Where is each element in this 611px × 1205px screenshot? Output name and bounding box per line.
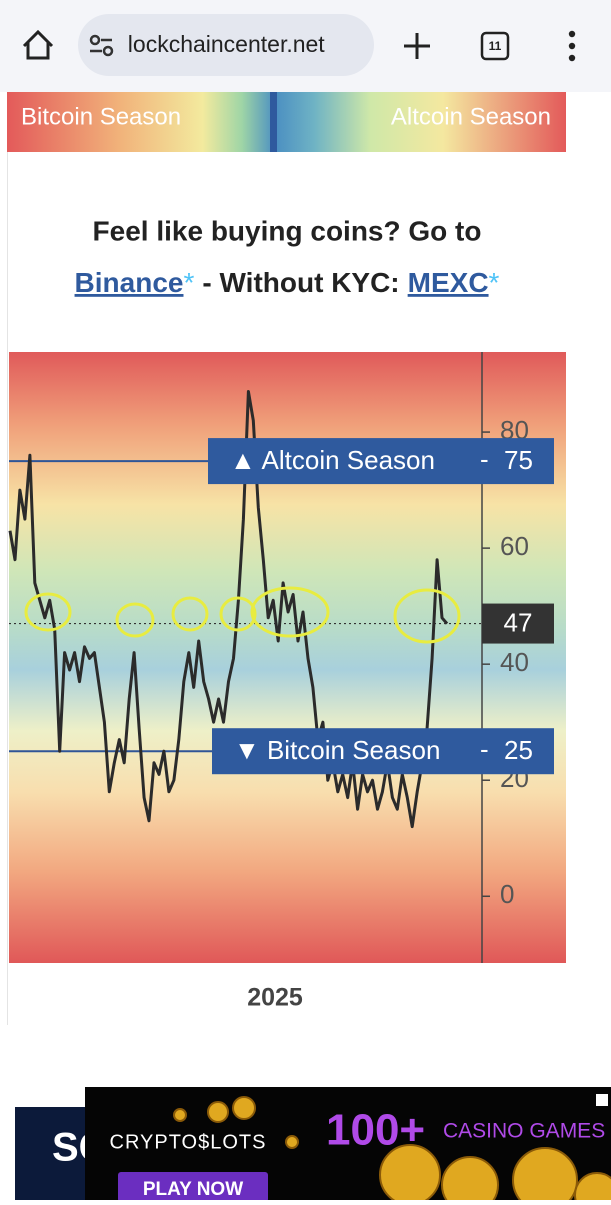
threshold-box <box>212 728 554 775</box>
x-axis-label: 2025 <box>247 984 303 1012</box>
threshold-label: ▲ Altcoin Season <box>230 445 435 475</box>
star: * <box>183 267 194 298</box>
current-value: 47 <box>504 607 533 637</box>
home-button[interactable] <box>22 29 54 60</box>
tab-switcher[interactable] <box>480 31 510 61</box>
url-bar[interactable] <box>78 14 374 76</box>
banner-right: Altcoin Season <box>391 103 551 130</box>
promo-middle: - Without KYC: <box>202 267 399 298</box>
ad-brand: CRYPTO$LOTS <box>110 1131 267 1153</box>
site-info-icon[interactable] <box>89 34 114 57</box>
banner-marker <box>270 92 277 152</box>
ad-games: CASINO GAMES <box>443 1120 605 1143</box>
threshold-separator: - <box>480 734 489 764</box>
scribble <box>393 588 461 644</box>
banner-left: Bitcoin Season <box>21 103 181 130</box>
scribble <box>115 602 155 638</box>
coins <box>173 1096 611 1205</box>
binance-link[interactable]: Binance <box>75 267 184 298</box>
tab-count: 11 <box>489 39 502 53</box>
scribble <box>250 586 330 638</box>
current-box <box>482 603 554 644</box>
ad-close[interactable] <box>596 1094 608 1106</box>
scribble <box>171 596 209 632</box>
promo-links: Binance* - Without KYC: MEXC* <box>75 267 500 298</box>
threshold-label: ▼ Bitcoin Season <box>234 735 440 765</box>
menu-button[interactable] <box>568 30 576 62</box>
new-tab-button[interactable] <box>404 33 430 59</box>
y-tick-label: 40 <box>500 647 529 677</box>
threshold-value: 25 <box>504 735 533 765</box>
season-banner <box>7 92 566 152</box>
play-now-text: PLAY NOW <box>143 1179 243 1200</box>
threshold-separator: - <box>480 444 489 474</box>
side-ad[interactable] <box>15 1107 90 1200</box>
promo-line: Feel like buying coins? Go to <box>93 215 482 246</box>
y-tick-label: 0 <box>500 879 514 909</box>
y-tick-label: 60 <box>500 531 529 561</box>
mexc-link[interactable]: MEXC <box>408 267 489 298</box>
play-now-button[interactable] <box>118 1172 268 1202</box>
index-line <box>8 390 449 829</box>
ad-count: 100+ <box>326 1106 425 1155</box>
scribble <box>24 592 72 632</box>
star: * <box>489 267 500 298</box>
threshold-box <box>208 438 554 485</box>
url-text: blockchaincenter.net <box>115 31 325 57</box>
threshold-value: 75 <box>504 445 533 475</box>
scribble <box>219 596 257 632</box>
